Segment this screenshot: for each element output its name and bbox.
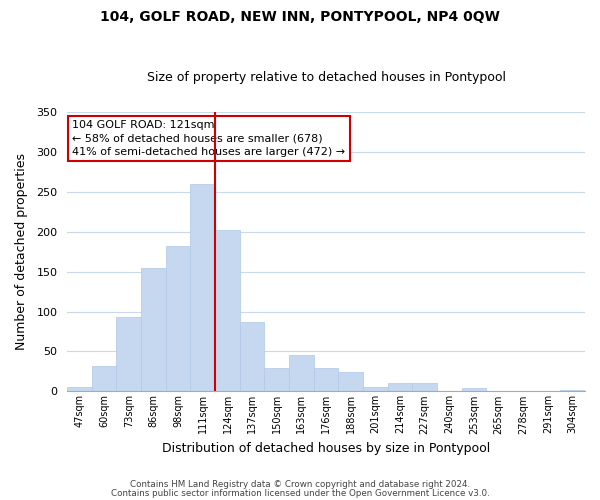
Bar (412, 384, 437, 392)
Bar (462, 388, 487, 392)
Bar (265, 368, 289, 392)
Bar (314, 368, 338, 392)
Bar (560, 390, 585, 392)
Text: 104, GOLF ROAD, NEW INN, PONTYPOOL, NP4 0QW: 104, GOLF ROAD, NEW INN, PONTYPOOL, NP4 … (100, 10, 500, 24)
Bar (289, 354, 314, 392)
Bar (116, 317, 141, 392)
X-axis label: Distribution of detached houses by size in Pontypool: Distribution of detached houses by size … (162, 442, 490, 455)
Bar (67, 386, 92, 392)
Bar (92, 366, 116, 392)
Bar (141, 268, 166, 392)
Text: Contains public sector information licensed under the Open Government Licence v3: Contains public sector information licen… (110, 490, 490, 498)
Bar (338, 372, 363, 392)
Bar (388, 384, 412, 392)
Y-axis label: Number of detached properties: Number of detached properties (15, 153, 28, 350)
Bar (166, 246, 190, 392)
Bar (190, 184, 215, 392)
Bar (240, 322, 265, 392)
Title: Size of property relative to detached houses in Pontypool: Size of property relative to detached ho… (146, 72, 506, 85)
Bar (215, 230, 240, 392)
Text: Contains HM Land Registry data © Crown copyright and database right 2024.: Contains HM Land Registry data © Crown c… (130, 480, 470, 489)
Text: 104 GOLF ROAD: 121sqm
← 58% of detached houses are smaller (678)
41% of semi-det: 104 GOLF ROAD: 121sqm ← 58% of detached … (73, 120, 346, 157)
Bar (363, 386, 388, 392)
